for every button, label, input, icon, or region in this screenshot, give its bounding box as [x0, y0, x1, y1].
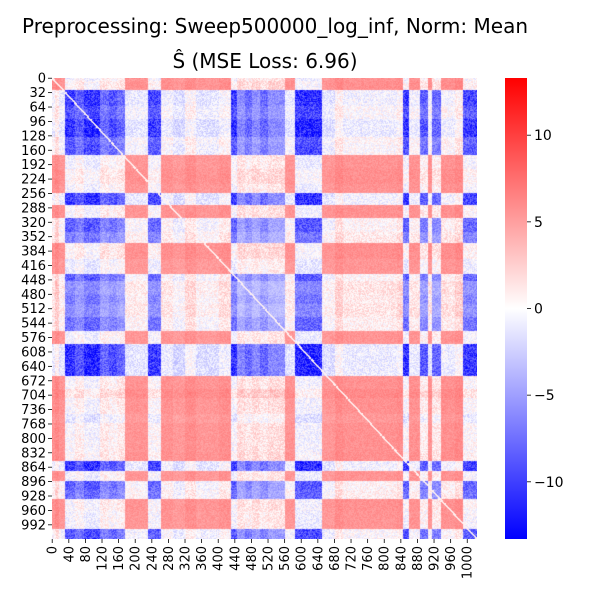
x-tick-label: 560	[278, 546, 293, 571]
y-tick-label: 896	[21, 475, 46, 490]
y-tick-label: 672	[21, 374, 46, 389]
y-tick-label: 320	[21, 216, 46, 231]
x-tick-label: 40	[62, 546, 77, 563]
y-tick-label: 832	[21, 446, 46, 461]
x-tick-label: 0	[46, 546, 61, 554]
x-tick-label: 800	[378, 546, 393, 571]
x-tick-label: 200	[129, 546, 144, 571]
y-tick-label: 704	[21, 389, 46, 404]
y-tick-label: 64	[29, 101, 46, 116]
y-tick-label: 0	[38, 72, 46, 87]
y-tick-label: 928	[21, 490, 46, 505]
y-tick-label: 192	[21, 158, 46, 173]
y-tick-label: 512	[21, 302, 46, 317]
y-tick-label: 768	[21, 417, 46, 432]
y-tick-label: 608	[21, 345, 46, 360]
y-tick-label: 960	[21, 504, 46, 519]
y-tick-label: 352	[21, 230, 46, 245]
y-tick-label: 416	[21, 259, 46, 274]
colorbar-tick-label: −5	[534, 388, 555, 404]
y-tick-label: 256	[21, 187, 46, 202]
x-tick-label: 360	[195, 546, 210, 571]
y-tick-label: 576	[21, 331, 46, 346]
colorbar-tick-label: 5	[534, 215, 543, 231]
y-tick-label: 992	[21, 518, 46, 533]
y-tick-label: 160	[21, 144, 46, 159]
colorbar-tick-label: −10	[534, 475, 564, 491]
x-tick-label: 480	[245, 546, 260, 571]
heatmap-cells	[52, 78, 477, 539]
y-tick-label: 736	[21, 403, 46, 418]
heatmap-area	[52, 78, 477, 539]
chart-title-line1: Preprocessing: Sweep500000_log_inf, Norm…	[22, 14, 528, 38]
y-tick-label: 640	[21, 360, 46, 375]
colorbar-tick-label: 0	[534, 302, 543, 318]
x-tick-label: 840	[394, 546, 409, 571]
colorbar-tick-label: 10	[534, 128, 552, 144]
x-tick-label: 120	[96, 546, 111, 571]
y-tick-label: 480	[21, 288, 46, 303]
x-tick-label: 440	[228, 546, 243, 571]
chart-title-line2: Ŝ (MSE Loss: 6.96)	[172, 49, 357, 73]
y-tick-label: 224	[21, 173, 46, 188]
x-tick-label: 1000	[461, 546, 476, 579]
x-tick-label: 680	[328, 546, 343, 571]
colorbar-gradient	[505, 78, 527, 539]
y-tick-label: 128	[21, 129, 46, 144]
x-tick-label: 160	[112, 546, 127, 571]
y-axis: 0326496128160192224256288320352384416448…	[21, 72, 52, 533]
x-tick-label: 400	[212, 546, 227, 571]
x-tick-label: 920	[428, 546, 443, 571]
y-tick-label: 288	[21, 201, 46, 216]
x-tick-label: 720	[345, 546, 360, 571]
x-tick-label: 600	[295, 546, 310, 571]
x-tick-label: 520	[262, 546, 277, 571]
x-axis: 0 40 80 120 160 200 240 280 320 360 400 440 480 520 56…	[46, 539, 476, 579]
y-tick-label: 32	[29, 86, 46, 101]
x-tick-label: 640	[311, 546, 326, 571]
x-tick-label: 880	[411, 546, 426, 571]
x-tick-label: 320	[179, 546, 194, 571]
y-tick-label: 864	[21, 461, 46, 476]
x-tick-label: 240	[145, 546, 160, 571]
y-tick-label: 544	[21, 317, 46, 332]
y-tick-label: 384	[21, 245, 46, 260]
x-tick-label: 960	[444, 546, 459, 571]
colorbar: −10 −5 0 5 10	[505, 78, 564, 539]
y-tick-label: 448	[21, 273, 46, 288]
y-tick-label: 800	[21, 432, 46, 447]
x-tick-label: 280	[162, 546, 177, 571]
y-tick-label: 96	[29, 115, 46, 130]
colorbar-ticks: −10 −5 0 5 10	[527, 128, 564, 491]
x-tick-label: 80	[79, 546, 94, 563]
x-tick-label: 760	[361, 546, 376, 571]
